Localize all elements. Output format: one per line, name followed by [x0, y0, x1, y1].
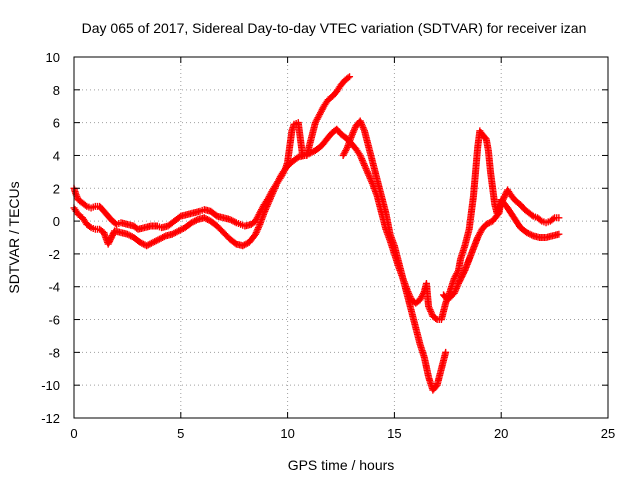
y-axis-label: SDTVAR / TECUs	[6, 181, 22, 293]
x-tick-label: 15	[387, 426, 401, 441]
x-tick-label: 5	[177, 426, 184, 441]
axes: 0 5 10 15 20 25 -12 -10 -8 -6 -4 -2 0 2 4 6 8 10	[41, 50, 615, 441]
y-tick-label: 2	[53, 181, 60, 196]
y-tick-label: 6	[53, 116, 60, 131]
y-tick-label: -10	[41, 378, 60, 393]
y-tick-label: -6	[48, 313, 60, 328]
plot-frame	[73, 56, 609, 419]
y-tick-label: -2	[48, 247, 60, 262]
y-tick-label: 8	[53, 83, 60, 98]
grid-lines	[74, 57, 608, 418]
x-tick-label: 10	[280, 426, 294, 441]
series-track	[71, 74, 561, 393]
x-tick-label: 20	[494, 426, 508, 441]
plot-area	[70, 73, 563, 394]
y-tick-label: 4	[53, 148, 60, 163]
y-tick-label: -8	[48, 345, 60, 360]
x-tick-label: 25	[601, 426, 615, 441]
y-tick-label: -12	[41, 411, 60, 426]
chart-title: Day 065 of 2017, Sidereal Day-to-day VTE…	[82, 20, 587, 36]
x-tick-label: 0	[70, 426, 77, 441]
x-axis-label: GPS time / hours	[288, 457, 395, 473]
y-tick-label: 10	[46, 50, 60, 65]
y-tick-label: -4	[48, 280, 60, 295]
y-tick-label: 0	[53, 214, 60, 229]
